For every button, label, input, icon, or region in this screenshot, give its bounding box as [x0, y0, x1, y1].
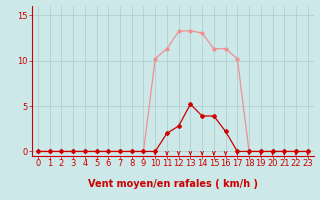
X-axis label: Vent moyen/en rafales ( km/h ): Vent moyen/en rafales ( km/h ): [88, 179, 258, 189]
